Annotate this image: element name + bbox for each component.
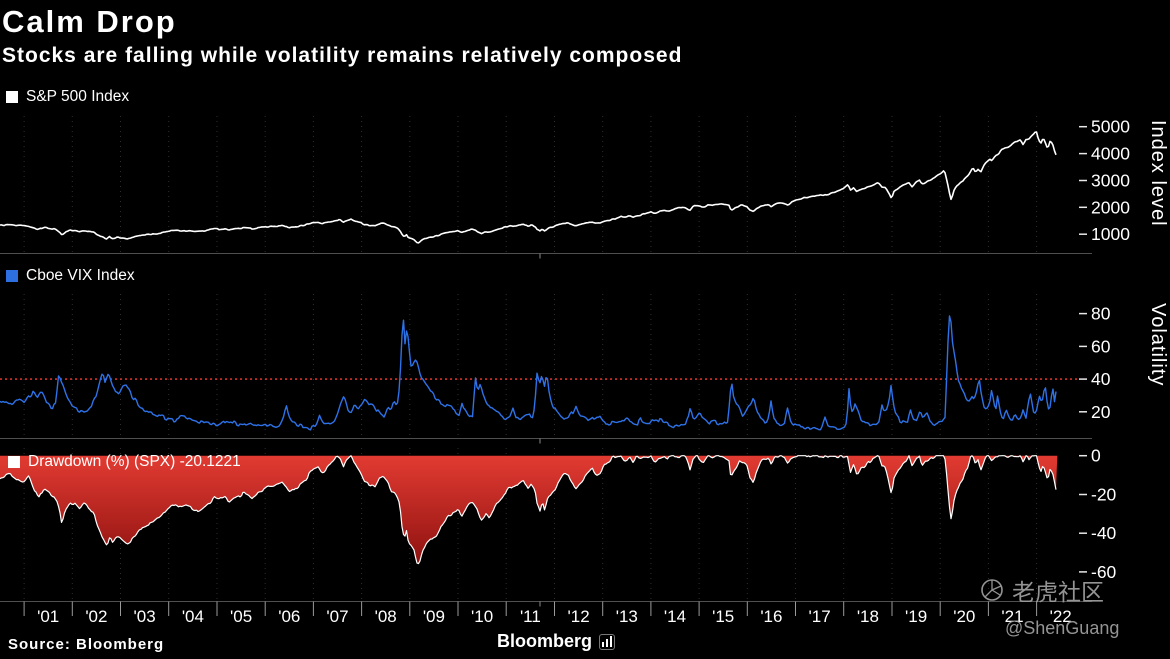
- spx-line: [0, 131, 1057, 244]
- vix-legend-label: Cboe VIX Index: [26, 267, 135, 284]
- x-tick-label: '07: [326, 607, 348, 626]
- x-tick-label: '13: [616, 607, 638, 626]
- y-tick-label: -40: [1091, 523, 1117, 543]
- drawdown-legend: Drawdown (%) (SPX) -20.1221: [8, 453, 241, 471]
- y-tick-label: -60: [1091, 562, 1117, 582]
- x-tick-label: '14: [664, 607, 686, 626]
- vix-line: [0, 315, 1057, 431]
- y-tick-label: 40: [1091, 369, 1111, 389]
- drawdown-line: [0, 455, 1057, 565]
- y-tick-label: 4000: [1091, 144, 1130, 164]
- x-tick-label: '05: [230, 607, 252, 626]
- author-handle: @ShenGuang: [1005, 618, 1120, 638]
- tiger-community-logo-icon: [981, 579, 1003, 601]
- tiger-community-watermark: 老虎社区: [980, 573, 1104, 607]
- spx-legend-label: S&P 500 Index: [26, 88, 130, 105]
- x-tick-label: '04: [182, 607, 204, 626]
- x-tick-label: '06: [278, 607, 300, 626]
- vix-axis-title: Volatility: [1147, 303, 1169, 387]
- x-tick-label: '03: [134, 607, 156, 626]
- chart-title: Calm Drop: [2, 4, 177, 39]
- bloomberg-logo-icon: [599, 633, 616, 650]
- y-tick-label: 60: [1091, 336, 1111, 356]
- x-tick-label: '18: [857, 607, 879, 626]
- x-tick-label: '15: [712, 607, 734, 626]
- x-tick-label: '09: [423, 607, 445, 626]
- y-tick-label: -20: [1091, 485, 1117, 505]
- x-tick-label: '10: [471, 607, 493, 626]
- y-tick-label: 80: [1091, 304, 1111, 324]
- x-tick-label: '17: [809, 607, 831, 626]
- drawdown-legend-marker-icon: [8, 456, 20, 468]
- x-tick-label: '20: [953, 607, 975, 626]
- x-tick-label: '22: [1050, 607, 1072, 626]
- y-tick-label: 2000: [1091, 197, 1130, 217]
- spx-legend: S&P 500 Index: [6, 88, 129, 106]
- y-tick-label: 1000: [1091, 224, 1130, 244]
- x-tick-label: '11: [520, 607, 541, 626]
- drawdown-legend-label: Drawdown (%) (SPX) -20.1221: [28, 453, 241, 470]
- spx-legend-marker-icon: [6, 91, 18, 103]
- x-tick-label: '12: [568, 607, 590, 626]
- vix-legend-marker-icon: [6, 270, 18, 282]
- x-tick-label: '01: [37, 607, 59, 626]
- y-tick-label: 20: [1091, 402, 1111, 422]
- source-label: Source: Bloomberg: [8, 636, 165, 653]
- tiger-community-label: 老虎社区: [1012, 579, 1104, 605]
- vix-legend: Cboe VIX Index: [6, 267, 135, 285]
- x-tick-label: '16: [760, 607, 782, 626]
- y-tick-label: 3000: [1091, 171, 1130, 191]
- bloomberg-brand-label: Bloomberg: [497, 631, 593, 651]
- x-tick-label: '08: [375, 607, 397, 626]
- bloomberg-footer: Bloomberg: [497, 631, 616, 652]
- y-tick-label: 0: [1091, 446, 1101, 466]
- x-tick-label: '21: [1001, 607, 1023, 626]
- spx-axis-title: Index level: [1147, 120, 1169, 227]
- x-tick-label: '02: [85, 607, 107, 626]
- x-tick-label: '19: [905, 607, 927, 626]
- drawdown-area: [0, 455, 1058, 564]
- chart-subtitle: Stocks are falling while volatility rema…: [2, 44, 683, 67]
- y-tick-label: 5000: [1091, 117, 1130, 137]
